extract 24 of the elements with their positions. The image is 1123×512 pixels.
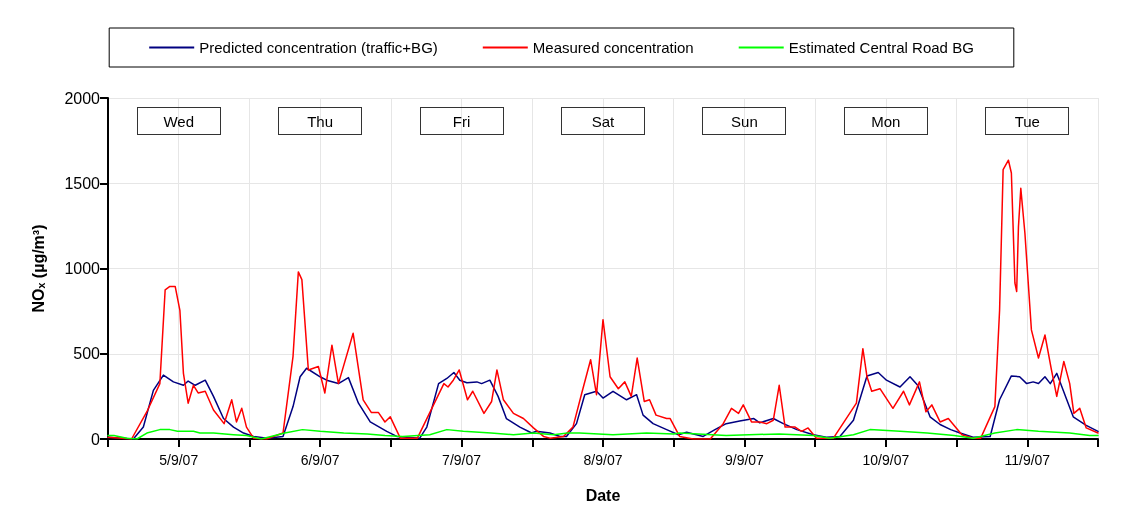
annotation: Mon xyxy=(843,107,928,135)
x-tick-label: 6/9/07 xyxy=(300,452,340,468)
x-tick-label: 8/9/07 xyxy=(583,452,623,468)
x-tick-label: 5/9/07 xyxy=(159,452,199,468)
legend-label: Measured concentration xyxy=(532,39,694,56)
legend-label: Estimated Central Road BG xyxy=(788,39,974,56)
y-tick-label: 1000 xyxy=(64,260,101,277)
annotation: Thu xyxy=(278,107,363,135)
y-axis-title: NOₓ (µg/m³) xyxy=(29,224,47,313)
annotation: Sun xyxy=(702,107,787,135)
annotation: Fri xyxy=(419,107,504,135)
annotation: Tue xyxy=(985,107,1070,135)
annotation: Wed xyxy=(136,107,221,135)
legend-label: Predicted concentration (traffic+BG) xyxy=(199,39,438,56)
x-tick-label: 11/9/07 xyxy=(1004,452,1051,468)
y-tick-label: 500 xyxy=(73,345,101,363)
x-tick-label: 9/9/07 xyxy=(724,452,765,468)
annotation: Sat xyxy=(561,107,645,135)
x-tick-label: 7/9/07 xyxy=(442,452,482,468)
y-tick-label: 0 xyxy=(91,430,101,448)
x-axis-title: Date xyxy=(585,486,621,504)
x-tick-label: 10/9/07 xyxy=(862,452,910,468)
y-tick-label: 1500 xyxy=(64,174,101,192)
y-tick-label: 2000 xyxy=(64,89,101,107)
